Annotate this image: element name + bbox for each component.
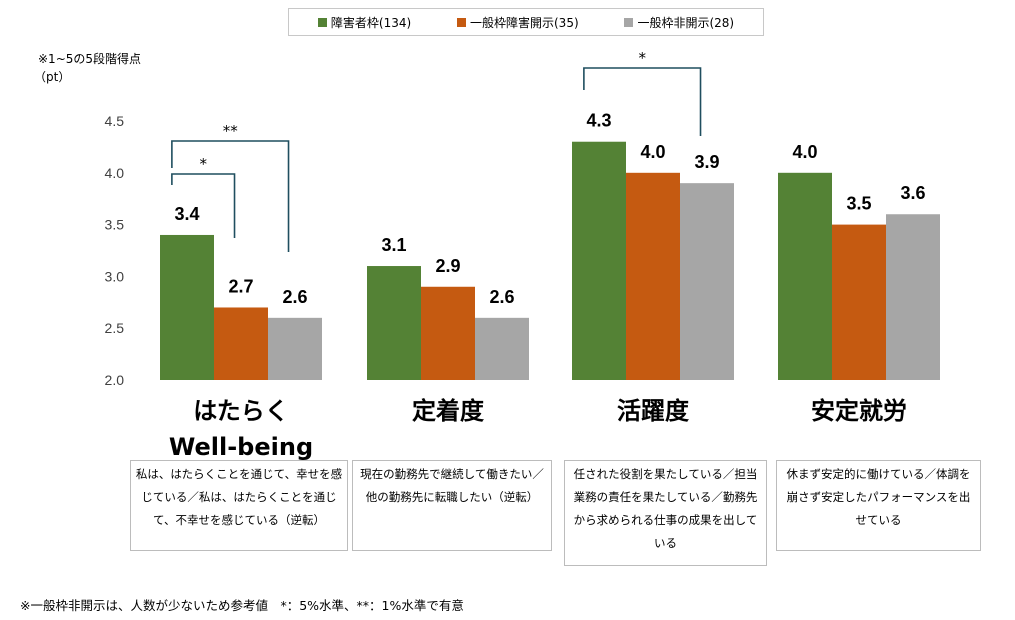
significance-bracket [171, 173, 236, 238]
description-box-1: 現在の勤務先で継続して働きたい／他の勤務先に転職したい（逆転） [352, 460, 552, 551]
category-label: 活躍度 [617, 397, 690, 425]
y-tick-label: 4.5 [105, 113, 125, 129]
legend-label-0: 障害者枠(134) [330, 15, 412, 30]
significance-mark: * [638, 49, 646, 67]
data-label: 2.7 [228, 276, 253, 296]
significance-mark: * [199, 155, 207, 173]
data-label: 4.0 [640, 142, 665, 162]
description-box-2: 任された役割を果たしている／担当業務の責任を果たしている／勤務先から求められる仕… [564, 460, 767, 566]
data-label: 3.1 [381, 235, 406, 255]
data-label: 3.6 [900, 183, 925, 203]
significance-mark: ** [223, 122, 239, 140]
legend-swatch-1 [457, 17, 466, 27]
bar [626, 172, 680, 380]
data-label: 2.6 [489, 287, 514, 307]
y-tick-label: 2.5 [105, 320, 125, 336]
bar [160, 234, 214, 380]
y-tick-label: 4.0 [105, 165, 125, 181]
bar [421, 286, 475, 380]
description-box-0: 私は、はたらくことを通じて、幸せを感じている／私は、はたらくことを通じて、不幸せ… [130, 460, 348, 551]
category-label: Well-being [169, 433, 313, 461]
data-label: 3.9 [694, 152, 719, 172]
data-label: 3.4 [174, 204, 199, 224]
footnote: ※一般枠非開示は、人数が少ないため参考値 *：5%水準、**：1%水準で有意 [20, 598, 464, 613]
legend-item-2: 一般枠非開示(28) [624, 14, 734, 31]
legend-item-1: 一般枠障害開示(35) [457, 14, 579, 31]
bar [268, 317, 322, 380]
legend-item-0: 障害者枠(134) [317, 14, 412, 31]
category-label: はたらく [193, 397, 289, 425]
unit-note: （pt） [34, 70, 71, 84]
bar [572, 141, 626, 380]
data-label: 2.6 [282, 287, 307, 307]
scale-note: ※1~5の5段階得点 [38, 52, 142, 66]
y-tick-label: 3.0 [105, 268, 125, 284]
bar [886, 214, 940, 380]
bar [680, 183, 734, 380]
bar [778, 172, 832, 380]
chart-legend: 障害者枠(134) 一般枠障害開示(35) 一般枠非開示(28) [288, 8, 764, 36]
legend-label-2: 一般枠非開示(28) [637, 15, 735, 30]
bar [214, 307, 268, 380]
category-label: 安定就労 [811, 397, 907, 425]
legend-label-1: 一般枠障害開示(35) [470, 15, 579, 30]
data-label: 3.5 [846, 194, 871, 214]
y-tick-label: 2.0 [105, 372, 125, 388]
bar [475, 317, 529, 380]
legend-swatch-2 [624, 17, 634, 27]
bar [367, 266, 421, 380]
data-label: 4.0 [792, 142, 817, 162]
bar-chart: 2.0 2.5 3.0 3.5 4.0 4.5 3.4 2.7 2.6 はたらく Well-bein… [105, 49, 940, 461]
data-label: 2.9 [435, 256, 460, 276]
y-tick-label: 3.5 [105, 217, 125, 233]
description-box-3: 休まず安定的に働けている／体調を崩さず安定したパフォーマンスを出せている [776, 460, 981, 551]
legend-swatch-0 [317, 17, 327, 27]
significance-bracket [583, 67, 702, 136]
data-label: 4.3 [586, 111, 611, 131]
significance-bracket [171, 140, 290, 252]
category-label: 定着度 [412, 397, 485, 425]
bar [832, 224, 886, 380]
